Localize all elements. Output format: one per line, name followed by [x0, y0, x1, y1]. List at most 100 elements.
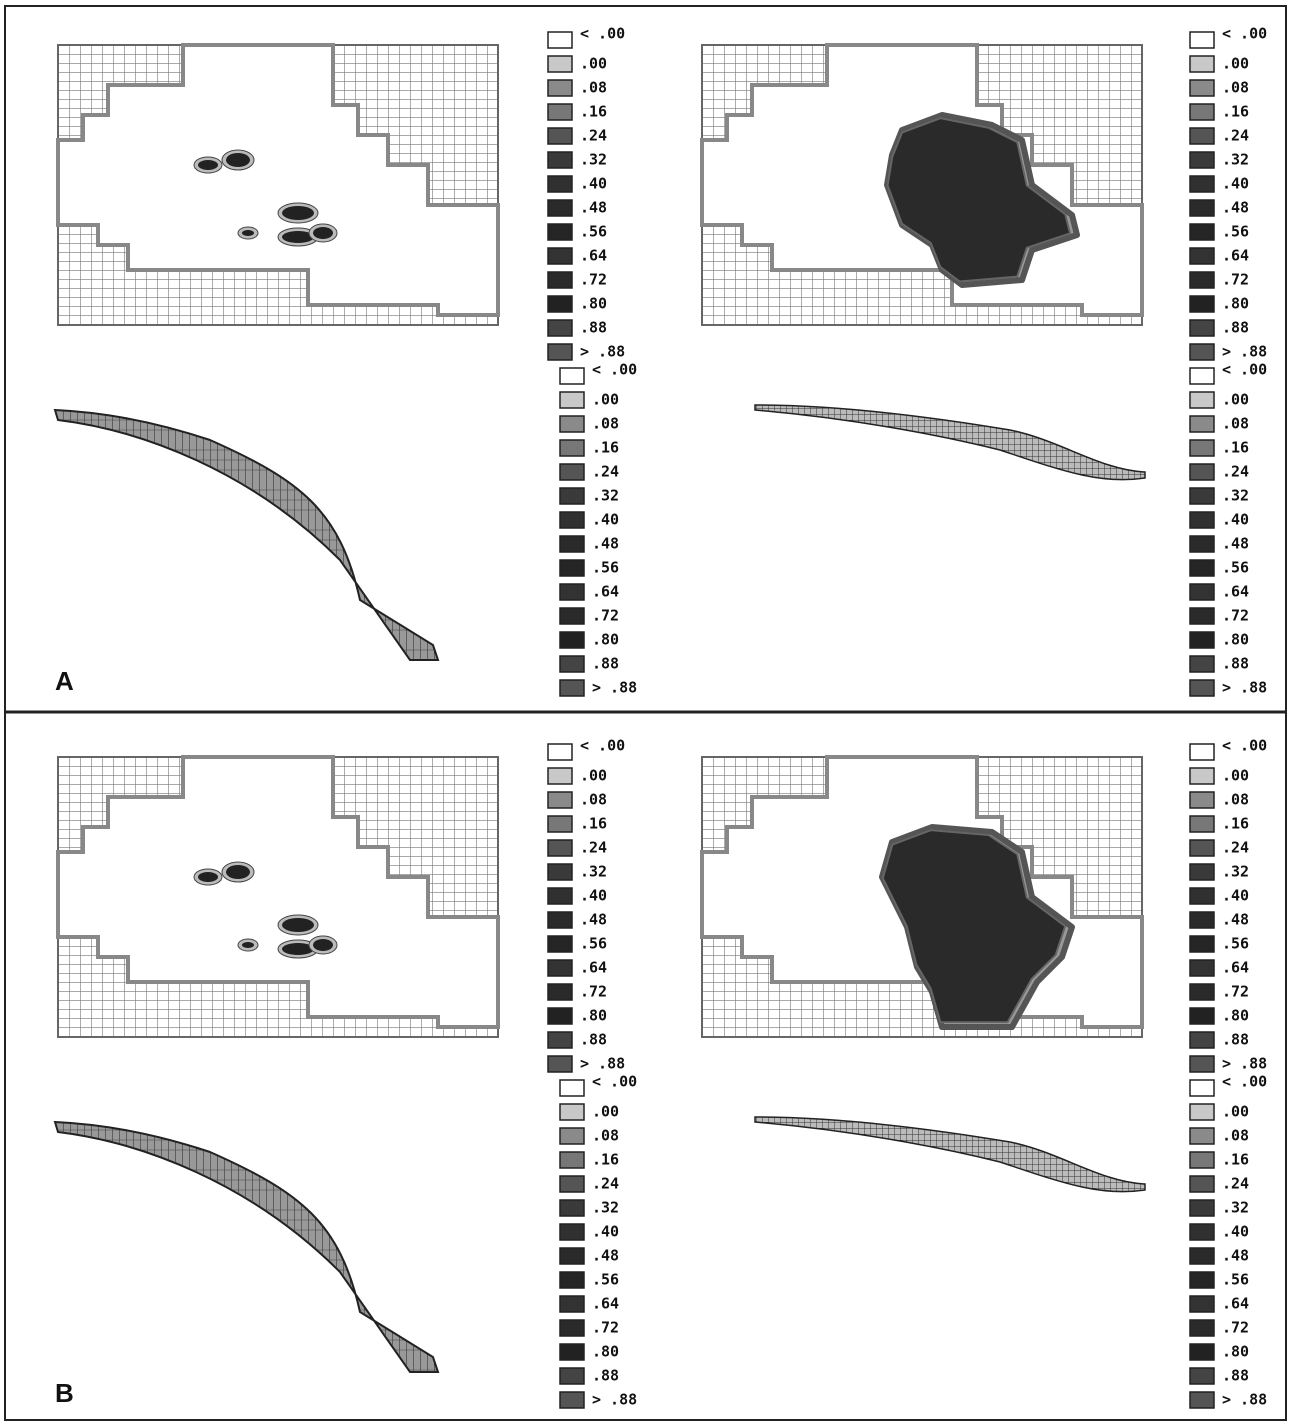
- legend-swatch: [559, 1151, 585, 1169]
- legend-label: .24: [1222, 1175, 1249, 1193]
- panel: B < .00 .00 .08 .16 .24 .32 .40 .48 .56 .64 .72 .80.…: [53, 737, 1267, 1409]
- legend-swatch: [1189, 1271, 1215, 1289]
- legend-label: .08: [580, 79, 607, 97]
- legend-label: .56: [580, 223, 607, 241]
- legend-label: .16: [592, 439, 619, 457]
- legend-swatch: [1189, 103, 1215, 121]
- legend-swatch: [1189, 127, 1215, 145]
- legend-label: > .88: [1222, 343, 1267, 361]
- legend-label: .88: [1222, 1031, 1249, 1049]
- legend-swatch: [1189, 743, 1215, 761]
- legend-label: > .88: [580, 343, 625, 361]
- legend-label: .00: [592, 1103, 619, 1121]
- contour-core: [242, 230, 254, 236]
- panel-label: B: [55, 1378, 74, 1408]
- map: [700, 755, 1144, 1038]
- contour-core: [282, 943, 314, 955]
- legend-label: > .88: [592, 1391, 637, 1409]
- legend-label: .48: [1222, 535, 1249, 553]
- legend-swatch: [1189, 1295, 1215, 1313]
- legend-swatch: [1189, 1055, 1215, 1073]
- contour-core: [242, 942, 254, 948]
- legend-label: > .88: [592, 679, 637, 697]
- cross-section: [754, 404, 1146, 481]
- panel-label: A: [55, 666, 74, 696]
- legend-swatch: [547, 887, 573, 905]
- legend-label: .80: [1222, 631, 1249, 649]
- legend-label: .64: [1222, 583, 1249, 601]
- legend-label: .56: [580, 935, 607, 953]
- legend-label: .00: [1222, 55, 1249, 73]
- legend-swatch: [1189, 295, 1215, 313]
- legend-label: .16: [1222, 103, 1249, 121]
- legend-swatch: [1189, 79, 1215, 97]
- legend-label: < .00: [580, 25, 625, 43]
- legend-label: .00: [1222, 767, 1249, 785]
- legend-label: .48: [1222, 199, 1249, 217]
- plot: < .00 .00 .08 .16 .24 .32 .40 .48 .56 .64 .72 .80 .8…: [56, 25, 625, 361]
- legend-label: .08: [1222, 1127, 1249, 1145]
- legend-label: .24: [592, 1175, 619, 1193]
- legend-label: .88: [1222, 655, 1249, 673]
- legend-label: .24: [580, 839, 607, 857]
- plot: < .00 .00 .08 .16 .24 .32 .40 .48 .56 .64 .72 .80 .8…: [754, 1073, 1267, 1409]
- plot: < .00 .00 .08 .16 .24 .32 .40 .48 .56 .64 .72 .80 .8…: [53, 1073, 637, 1409]
- legend-label: .32: [1222, 151, 1249, 169]
- legend-swatch: [1189, 815, 1215, 833]
- legend-label: .80: [592, 631, 619, 649]
- legend-swatch: [1189, 559, 1215, 577]
- legend-label: .80: [1222, 295, 1249, 313]
- legend-swatch: [1189, 343, 1215, 361]
- legend-swatch: [559, 583, 585, 601]
- legend-swatch: [1189, 1367, 1215, 1385]
- legend-label: .72: [1222, 1319, 1249, 1337]
- legend-label: .08: [1222, 415, 1249, 433]
- legend-label: .88: [592, 1367, 619, 1385]
- legend-label: .16: [1222, 815, 1249, 833]
- legend-label: .24: [1222, 839, 1249, 857]
- legend-label: .08: [580, 791, 607, 809]
- legend-label: .32: [592, 487, 619, 505]
- legend-label: .24: [580, 127, 607, 145]
- legend-swatch: [1189, 1199, 1215, 1217]
- legend-swatch: [547, 223, 573, 241]
- legend-swatch: [547, 767, 573, 785]
- legend-swatch: [1189, 415, 1215, 433]
- legend-label: > .88: [1222, 679, 1267, 697]
- legend-label: .72: [592, 1319, 619, 1337]
- legend-label: .88: [592, 655, 619, 673]
- legend-swatch: [1189, 55, 1215, 73]
- domain-interior: [56, 755, 500, 1029]
- legend-label: .48: [1222, 1247, 1249, 1265]
- legend-swatch: [559, 1295, 585, 1313]
- legend-swatch: [547, 791, 573, 809]
- legend-swatch: [559, 1367, 585, 1385]
- legend-label: .72: [580, 271, 607, 289]
- legend-swatch: [1189, 767, 1215, 785]
- legend-label: .16: [1222, 439, 1249, 457]
- plot: < .00 .00 .08 .16 .24 .32 .40 .48 .56 .64 .72 .80 .8…: [700, 25, 1267, 361]
- legend-swatch: [559, 415, 585, 433]
- legend-label: .88: [1222, 319, 1249, 337]
- legend-label: .16: [580, 815, 607, 833]
- legend-label: .00: [1222, 1103, 1249, 1121]
- legend-swatch: [1189, 151, 1215, 169]
- legend-swatch: [1189, 887, 1215, 905]
- legend-swatch: [1189, 791, 1215, 809]
- legend-swatch: [547, 959, 573, 977]
- legend-label: .88: [580, 1031, 607, 1049]
- legend-label: .16: [580, 103, 607, 121]
- legend-swatch: [559, 631, 585, 649]
- legend-label: .48: [580, 199, 607, 217]
- legend-swatch: [559, 607, 585, 625]
- legend-swatch: [1189, 1151, 1215, 1169]
- contour-core: [226, 153, 250, 167]
- legend-swatch: [1189, 679, 1215, 697]
- legend-swatch: [559, 1319, 585, 1337]
- legend-swatch: [1189, 439, 1215, 457]
- legend-label: .16: [592, 1151, 619, 1169]
- legend-swatch: [547, 839, 573, 857]
- legend-label: .48: [592, 535, 619, 553]
- legend-label: .80: [580, 1007, 607, 1025]
